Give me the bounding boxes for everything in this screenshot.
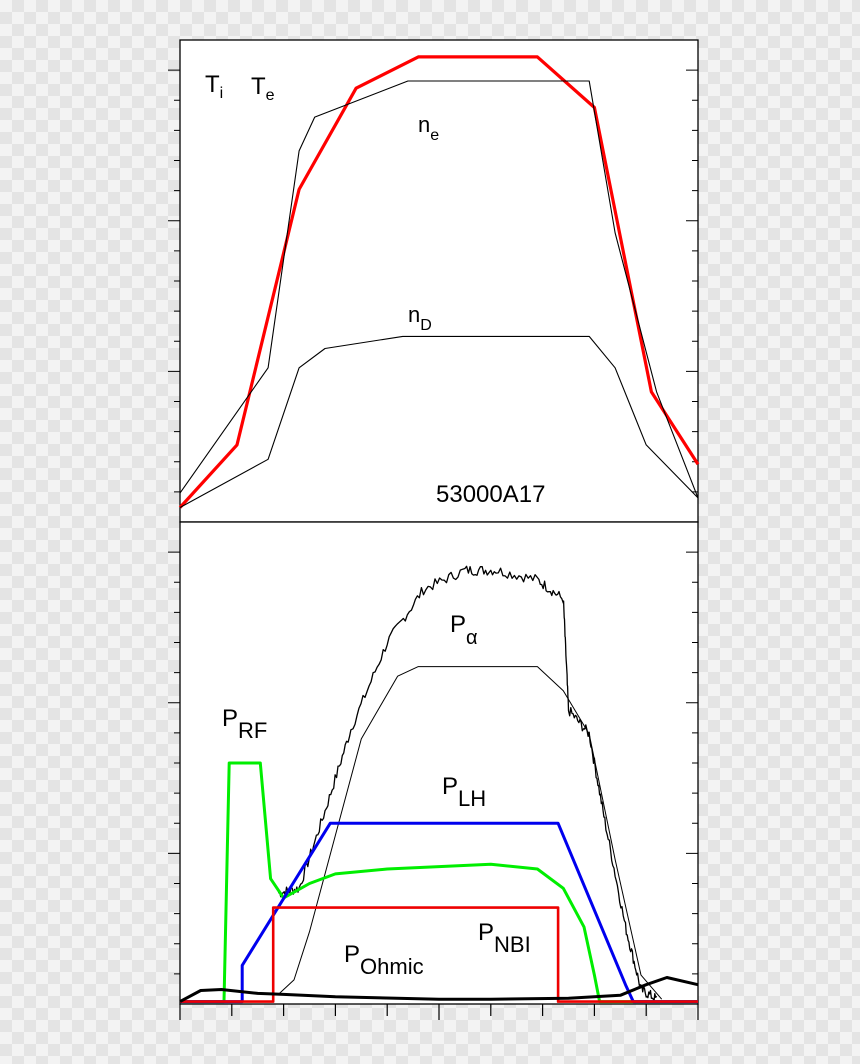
series-line-p-ohmic xyxy=(179,976,699,1003)
label-p-lh: PLH xyxy=(442,773,486,811)
top-series xyxy=(178,55,700,509)
label-nd: nD xyxy=(408,302,432,334)
series-line-p-alpha-inner xyxy=(278,666,663,1000)
label-p-ohmic: POhmic xyxy=(344,941,424,979)
top-axis-ticks xyxy=(168,69,698,493)
series-line-ne xyxy=(179,80,699,499)
label-p-nbi: PNBI xyxy=(478,919,531,957)
bottom-series xyxy=(179,565,699,1004)
label-ti: Ti xyxy=(205,71,223,102)
label-p-rf: PRF xyxy=(222,705,267,743)
top-panel: Ti Te ne nD 53000A17 xyxy=(168,39,700,523)
bottom-axis-ticks xyxy=(168,551,699,1020)
shot-annotation: 53000A17 xyxy=(436,481,545,508)
series-line-nd xyxy=(179,335,699,508)
label-p-alpha: Pα xyxy=(450,611,478,649)
series-line-p-rf xyxy=(180,761,698,1004)
series-line-p-lh xyxy=(180,821,698,1004)
top-panel-frame xyxy=(179,39,699,523)
label-ne: ne xyxy=(418,112,439,144)
label-te: Te xyxy=(251,73,275,104)
series-line-p-alpha xyxy=(277,565,658,1002)
bottom-panel: Pα PRF PLH PNBI POhmic xyxy=(168,521,699,1020)
series-line-p-nbi xyxy=(180,906,698,1003)
